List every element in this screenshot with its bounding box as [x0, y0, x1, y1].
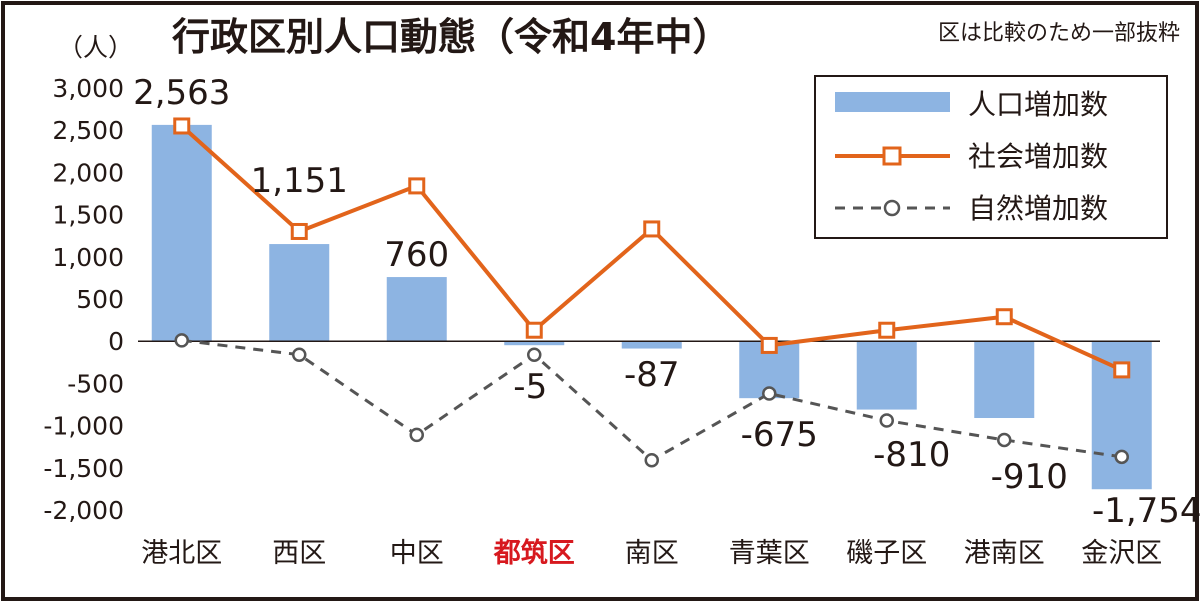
y-tick-label: -1,500 [43, 454, 124, 483]
line-series [173, 117, 1131, 468]
chart-note: 区は比較のため一部抜粋 [938, 21, 1180, 46]
social-increase-point [878, 321, 896, 339]
bar-data-label: 1,151 [251, 161, 348, 201]
legend-marker-natural [883, 199, 901, 217]
natural-increase-point [644, 452, 659, 468]
bar-data-label: -910 [991, 457, 1068, 497]
bar-data-label: 760 [384, 235, 449, 275]
x-category-label: 港南区 [964, 538, 1045, 569]
natural-increase-point [409, 427, 424, 443]
x-category-label: 南区 [625, 538, 679, 569]
bar-data-label: -87 [624, 355, 680, 395]
y-tick-label: 0 [108, 327, 124, 356]
social-increase-point [290, 222, 308, 240]
social-increase-point [173, 117, 191, 135]
y-tick-label: 2,000 [52, 158, 124, 187]
y-tick-label: -1,000 [43, 412, 124, 441]
social-increase-point [408, 177, 426, 195]
population-increase-bar [151, 124, 212, 342]
population-increase-bar [856, 341, 917, 410]
social-increase-point [525, 321, 543, 339]
y-axis-ticks: 3,000 2,500 2,000 1,500 1,000 500 0 -500 -1,000 -… [43, 74, 124, 525]
chart-title: 行政区別人口動態（令和4年中） [172, 15, 730, 59]
bar-data-label: -5 [513, 367, 547, 407]
legend-marker-social [882, 146, 902, 166]
x-category-label: 西区 [272, 538, 326, 569]
y-tick-label: 3,000 [52, 74, 124, 103]
population-increase-bar [386, 277, 447, 342]
x-category-label: 磯子区 [846, 538, 927, 569]
natural-increase-point [174, 333, 189, 348]
population-increase-bar [269, 244, 330, 342]
population-increase-bar [504, 341, 565, 346]
legend-swatch-population [835, 92, 950, 112]
y-tick-label: -500 [67, 369, 124, 398]
x-category-label: 金沢区 [1081, 538, 1162, 569]
natural-increase-point [527, 347, 542, 362]
social-increase-point [1113, 361, 1131, 379]
natural-increase-point [879, 413, 894, 428]
bar-data-label: -810 [873, 435, 950, 475]
natural-increase-point [1114, 449, 1129, 465]
legend-label-social: 社会増加数 [968, 140, 1108, 173]
population-increase-bar [974, 341, 1035, 419]
social-increase-point [995, 308, 1013, 326]
x-category-label: 都筑区 [493, 537, 575, 569]
social-increase-point [643, 220, 661, 238]
legend-label-natural: 自然増加数 [968, 192, 1108, 225]
y-tick-label: -2,000 [43, 496, 124, 525]
natural-increase-point [997, 432, 1012, 448]
bar-data-label: -675 [741, 415, 818, 455]
x-category-label: 中区 [390, 538, 444, 569]
natural-increase-point [292, 347, 307, 362]
x-axis-categories: 港北区 西区 中区 都筑区 南区 青葉区 磯子区 港南区 金沢区 [141, 537, 1162, 569]
bar-data-label: 2,563 [133, 73, 230, 113]
x-category-label: 港北区 [141, 538, 222, 569]
x-category-label: 青葉区 [729, 538, 810, 569]
y-tick-label: 2,500 [52, 116, 124, 145]
legend: 人口増加数 社会増加数 自然増加数 [814, 75, 1168, 239]
natural-increase-point [762, 386, 777, 401]
bar-data-label: -1,754 [1092, 491, 1200, 531]
bar-data-labels: 2,563 1,151 760 -5 -87 -675 -810 -910 -1,754 [133, 73, 1200, 531]
y-tick-label: 1,000 [52, 243, 124, 272]
population-increase-bar [621, 341, 682, 349]
y-tick-label: 500 [76, 285, 124, 314]
legend-label-population: 人口増加数 [968, 88, 1108, 121]
y-tick-label: 1,500 [52, 201, 124, 230]
social-increase-point [760, 336, 778, 354]
y-axis-unit-label: （人） [58, 33, 133, 62]
